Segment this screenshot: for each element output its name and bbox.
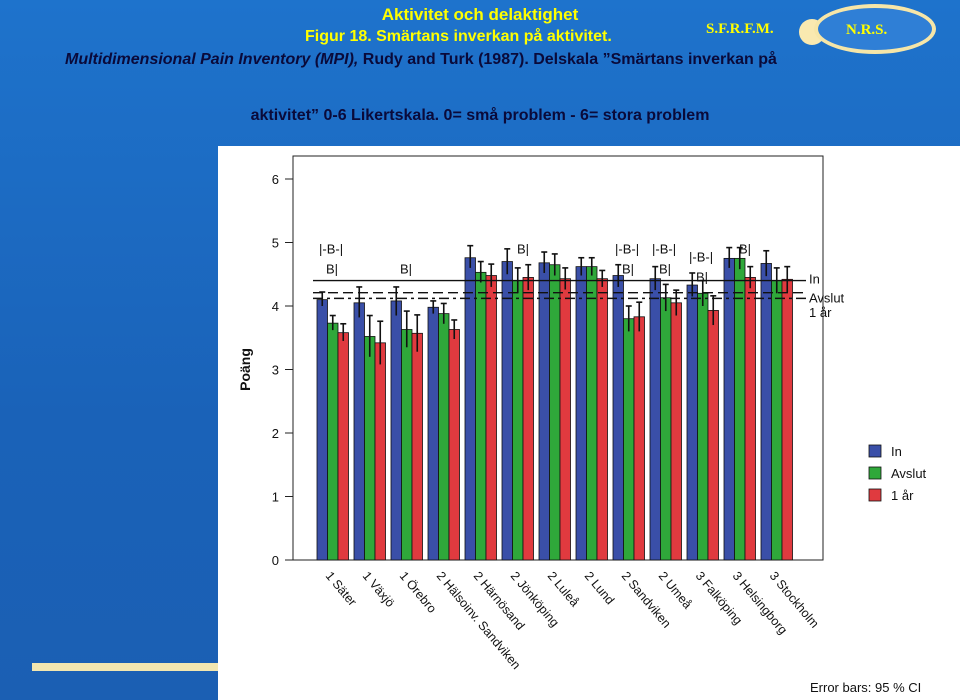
figure-source-italic: Multidimensional Pain Inventory (MPI), [65, 51, 359, 68]
bar-In [353, 302, 365, 561]
legend-swatch [868, 488, 882, 502]
significance-label: B| [326, 262, 338, 277]
bar-In [612, 275, 624, 561]
bar-In [686, 284, 698, 561]
legend-label: Avslut [891, 466, 927, 481]
logo-text-right: N.R.S. [846, 22, 888, 38]
significance-label: |-B-| [689, 250, 713, 265]
y-tick-label: 6 [272, 172, 279, 187]
bar-1-år [374, 342, 386, 561]
bar-1-år [633, 316, 645, 561]
bar-1-år [448, 329, 460, 561]
bar-In [501, 261, 513, 561]
bar-1-år [596, 278, 608, 561]
reference-label: Avslut [809, 290, 845, 305]
bar-In [427, 306, 439, 561]
figure-caption: Figur 18. Smärtans inverkan på aktivitet… [305, 28, 612, 45]
bar-1-år [559, 278, 571, 561]
significance-label: |-B-| [652, 242, 676, 257]
bar-Avslut [327, 322, 339, 561]
bar-Avslut [475, 271, 487, 561]
y-tick-label: 5 [272, 236, 279, 251]
bar-Avslut [586, 266, 598, 561]
bar-In [575, 266, 587, 561]
y-tick-label: 1 [272, 490, 279, 505]
significance-label: B| [622, 262, 634, 277]
significance-label: |-B-| [615, 242, 639, 257]
bar-Avslut [771, 280, 783, 561]
figure-source: Multidimensional Pain Inventory (MPI), R… [65, 51, 777, 69]
bar-In [538, 262, 550, 561]
significance-label: B| [739, 242, 751, 257]
legend-label: In [891, 444, 902, 459]
reference-label: In [809, 272, 820, 287]
bar-In [390, 300, 402, 561]
legend-label: 1 år [891, 488, 914, 503]
bar-1-år [781, 278, 793, 561]
bar-Avslut [438, 313, 450, 561]
bar-1-år [485, 275, 497, 561]
significance-label: B| [659, 262, 671, 277]
significance-label: B| [696, 270, 708, 285]
bar-In [316, 299, 328, 561]
bar-Avslut [660, 297, 672, 561]
bar-1-år [522, 277, 534, 561]
bar-In [464, 257, 476, 561]
y-tick-label: 2 [272, 426, 279, 441]
y-tick-label: 4 [272, 299, 279, 314]
bar-Avslut [697, 292, 709, 561]
legend-swatch [868, 444, 882, 458]
legend-swatch [868, 466, 882, 480]
logo-text-left: S.F.R.F.M. [706, 21, 774, 37]
bar-1-år [670, 302, 682, 561]
bar-Avslut [734, 257, 746, 561]
decorative-bar [32, 663, 218, 671]
bar-1-år [744, 277, 756, 561]
bar-1-år [411, 332, 423, 561]
figure-scale-description: aktivitet” 0-6 Likertskala. 0= små probl… [250, 107, 710, 124]
logo-ring [814, 4, 936, 54]
reference-label: 1 år [809, 305, 832, 320]
bar-Avslut [623, 318, 635, 561]
bar-Avslut [401, 329, 413, 561]
bar-In [760, 263, 772, 561]
bar-1-år [707, 310, 719, 561]
bar-Avslut [512, 280, 524, 561]
bar-1-år [337, 332, 349, 561]
significance-label: B| [400, 262, 412, 277]
y-tick-label: 3 [272, 363, 279, 378]
significance-label: |-B-| [319, 242, 343, 257]
bar-In [723, 257, 735, 561]
figure-source-rest: Rudy and Turk (1987). Delskala ”Smärtans… [358, 51, 777, 68]
significance-label: B| [517, 242, 529, 257]
bar-Avslut [364, 336, 376, 561]
y-axis-label: Poäng [237, 348, 253, 391]
chart-footnote: Error bars: 95 % CI [810, 680, 921, 695]
y-tick-label: 0 [272, 553, 279, 568]
bar-Avslut [549, 264, 561, 561]
slide-title: Aktivitet och delaktighet [381, 5, 579, 24]
bar-In [649, 278, 661, 561]
